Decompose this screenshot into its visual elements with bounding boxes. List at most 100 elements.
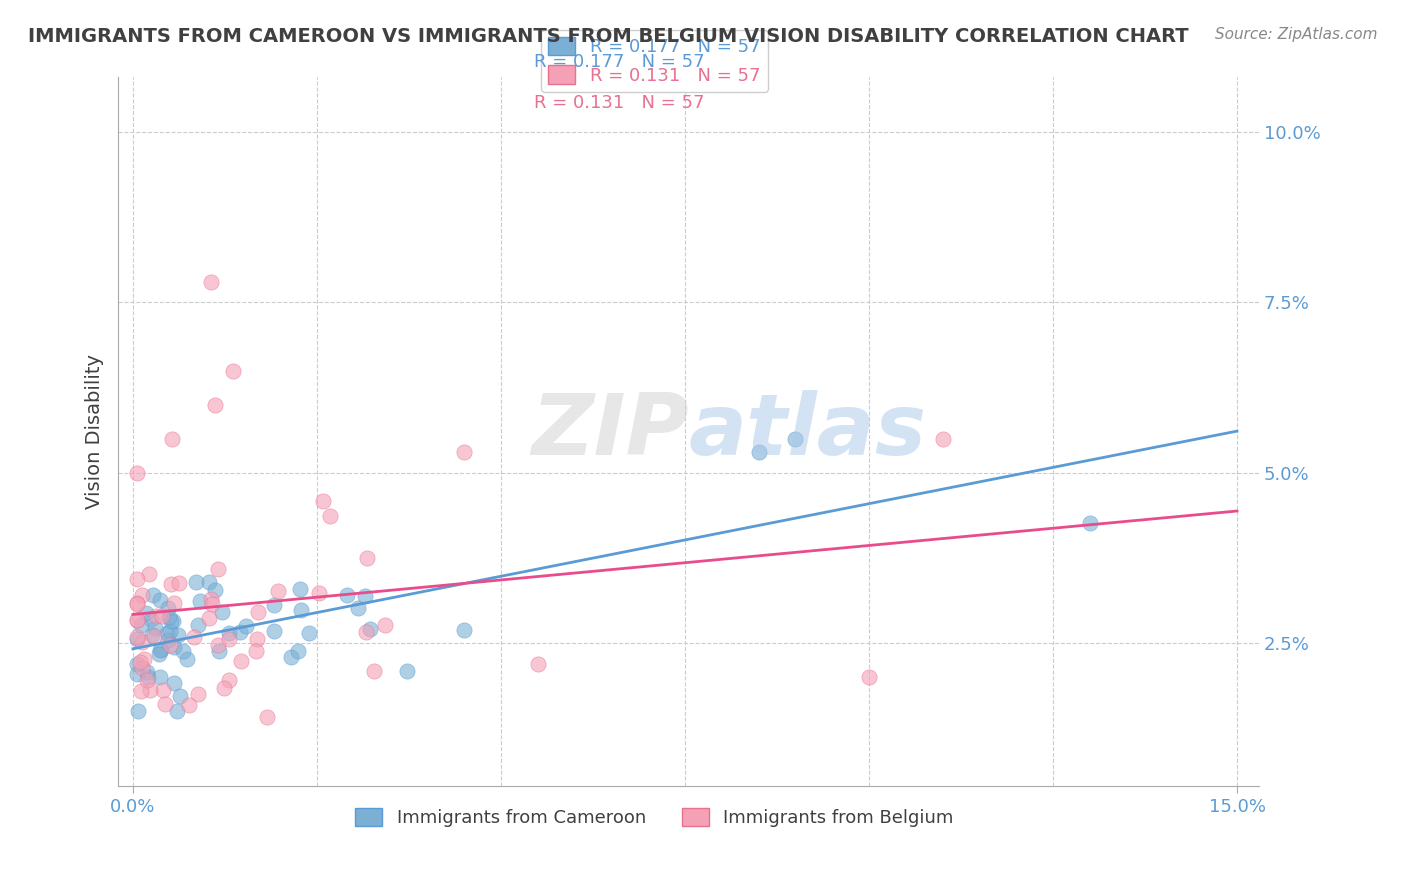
Immigrants from Belgium bbox=[159, 638, 181, 652]
Immigrants from Cameroon bbox=[143, 621, 166, 635]
Immigrants from Cameroon bbox=[142, 588, 165, 602]
Immigrants from Belgium bbox=[183, 630, 205, 644]
Immigrants from Belgium bbox=[125, 630, 148, 644]
Immigrants from Cameroon bbox=[160, 614, 183, 628]
Immigrants from Belgium bbox=[125, 613, 148, 627]
Immigrants from Cameroon bbox=[157, 609, 180, 624]
Immigrants from Cameroon bbox=[163, 676, 186, 690]
Immigrants from Cameroon bbox=[156, 625, 179, 640]
Immigrants from Cameroon bbox=[157, 632, 180, 647]
Immigrants from Belgium bbox=[142, 629, 165, 643]
Immigrants from Belgium bbox=[131, 660, 153, 674]
Immigrants from Belgium bbox=[134, 652, 156, 666]
Legend: Immigrants from Cameroon, Immigrants from Belgium: Immigrants from Cameroon, Immigrants fro… bbox=[347, 800, 962, 834]
Immigrants from Belgium bbox=[138, 566, 160, 581]
Immigrants from Cameroon bbox=[125, 657, 148, 671]
Immigrants from Cameroon bbox=[125, 667, 148, 681]
Immigrants from Belgium bbox=[245, 632, 267, 646]
Text: R = 0.177   N = 57: R = 0.177 N = 57 bbox=[534, 54, 704, 71]
Immigrants from Cameroon bbox=[135, 606, 157, 620]
Immigrants from Belgium bbox=[131, 588, 153, 602]
Text: Source: ZipAtlas.com: Source: ZipAtlas.com bbox=[1215, 27, 1378, 42]
Immigrants from Belgium bbox=[153, 697, 176, 711]
Immigrants from Cameroon bbox=[235, 619, 257, 633]
Immigrants from Cameroon bbox=[211, 605, 233, 619]
Immigrants from Belgium bbox=[160, 577, 183, 591]
Immigrants from Cameroon bbox=[280, 649, 302, 664]
Immigrants from Belgium bbox=[160, 432, 183, 446]
Immigrants from Cameroon bbox=[149, 670, 172, 684]
Immigrants from Cameroon bbox=[263, 599, 285, 613]
Immigrants from Belgium bbox=[125, 596, 148, 610]
Immigrants from Cameroon bbox=[354, 589, 377, 603]
Immigrants from Belgium bbox=[218, 673, 240, 688]
Immigrants from Cameroon bbox=[149, 642, 172, 657]
Immigrants from Belgium bbox=[200, 592, 222, 607]
Immigrants from Cameroon bbox=[336, 588, 359, 602]
Immigrants from Cameroon bbox=[453, 624, 475, 638]
Immigrants from Cameroon bbox=[162, 614, 184, 628]
Immigrants from Cameroon bbox=[157, 601, 180, 615]
Immigrants from Cameroon bbox=[176, 652, 198, 666]
Immigrants from Belgium bbox=[245, 644, 267, 658]
Y-axis label: Vision Disability: Vision Disability bbox=[86, 354, 104, 509]
Immigrants from Belgium bbox=[167, 575, 190, 590]
Immigrants from Belgium bbox=[319, 508, 342, 523]
Immigrants from Belgium bbox=[187, 687, 209, 701]
Immigrants from Belgium bbox=[218, 632, 240, 646]
Immigrants from Cameroon bbox=[136, 670, 159, 684]
Immigrants from Belgium bbox=[229, 654, 252, 668]
Immigrants from Belgium bbox=[256, 709, 278, 723]
Immigrants from Belgium bbox=[858, 670, 880, 684]
Immigrants from Cameroon bbox=[184, 575, 207, 590]
Immigrants from Cameroon bbox=[785, 432, 807, 446]
Immigrants from Cameroon bbox=[287, 643, 309, 657]
Immigrants from Cameroon bbox=[169, 689, 191, 703]
Immigrants from Cameroon bbox=[172, 644, 194, 658]
Immigrants from Belgium bbox=[139, 683, 162, 698]
Text: IMMIGRANTS FROM CAMEROON VS IMMIGRANTS FROM BELGIUM VISION DISABILITY CORRELATIO: IMMIGRANTS FROM CAMEROON VS IMMIGRANTS F… bbox=[28, 27, 1188, 45]
Immigrants from Cameroon bbox=[166, 704, 188, 718]
Immigrants from Cameroon bbox=[229, 624, 252, 639]
Immigrants from Belgium bbox=[374, 618, 396, 632]
Immigrants from Cameroon bbox=[159, 624, 181, 639]
Immigrants from Cameroon bbox=[748, 445, 770, 459]
Immigrants from Belgium bbox=[163, 596, 186, 610]
Immigrants from Belgium bbox=[222, 363, 245, 377]
Immigrants from Cameroon bbox=[290, 602, 312, 616]
Immigrants from Cameroon bbox=[127, 632, 149, 646]
Immigrants from Belgium bbox=[201, 597, 224, 611]
Immigrants from Cameroon bbox=[131, 618, 153, 632]
Immigrants from Cameroon bbox=[163, 640, 186, 654]
Immigrants from Cameroon bbox=[127, 705, 149, 719]
Immigrants from Belgium bbox=[308, 586, 330, 600]
Immigrants from Belgium bbox=[246, 605, 269, 619]
Immigrants from Cameroon bbox=[187, 617, 209, 632]
Immigrants from Belgium bbox=[131, 634, 153, 648]
Immigrants from Cameroon bbox=[298, 625, 321, 640]
Immigrants from Cameroon bbox=[149, 593, 172, 607]
Immigrants from Belgium bbox=[200, 275, 222, 289]
Immigrants from Cameroon bbox=[197, 575, 219, 590]
Immigrants from Belgium bbox=[152, 683, 174, 698]
Immigrants from Belgium bbox=[207, 638, 229, 652]
Text: ZIP: ZIP bbox=[531, 391, 689, 474]
Immigrants from Belgium bbox=[267, 584, 290, 599]
Immigrants from Cameroon bbox=[263, 624, 285, 638]
Immigrants from Cameroon bbox=[136, 665, 159, 680]
Immigrants from Belgium bbox=[125, 573, 148, 587]
Immigrants from Cameroon bbox=[208, 644, 231, 658]
Immigrants from Cameroon bbox=[141, 612, 163, 626]
Immigrants from Belgium bbox=[125, 597, 148, 611]
Immigrants from Belgium bbox=[363, 665, 385, 679]
Immigrants from Cameroon bbox=[204, 583, 226, 598]
Text: atlas: atlas bbox=[689, 391, 927, 474]
Immigrants from Belgium bbox=[129, 655, 152, 669]
Immigrants from Belgium bbox=[354, 624, 377, 639]
Immigrants from Cameroon bbox=[346, 600, 368, 615]
Immigrants from Belgium bbox=[214, 681, 236, 695]
Immigrants from Cameroon bbox=[188, 593, 211, 607]
Immigrants from Cameroon bbox=[395, 664, 418, 678]
Immigrants from Cameroon bbox=[141, 628, 163, 642]
Immigrants from Cameroon bbox=[218, 625, 240, 640]
